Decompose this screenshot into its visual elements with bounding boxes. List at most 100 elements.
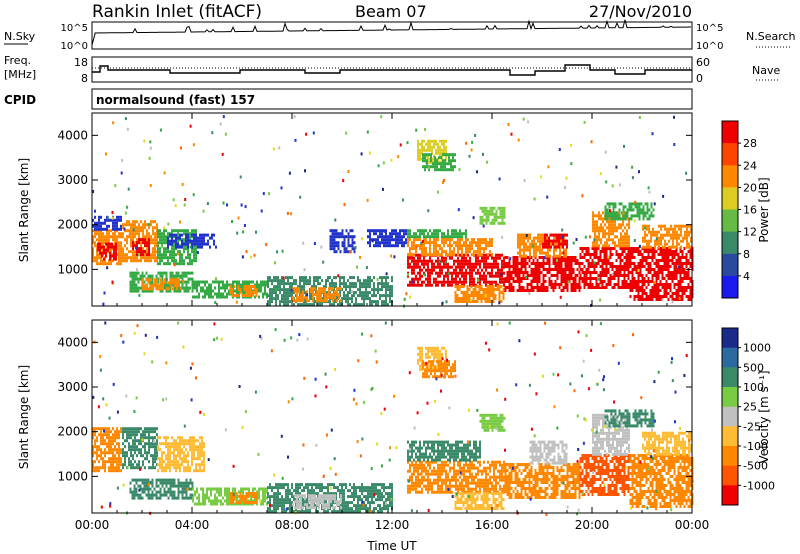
heatmap-cell xyxy=(559,295,562,299)
heatmap-cell xyxy=(124,463,126,467)
heatmap-cell xyxy=(411,268,413,272)
heatmap-cell xyxy=(469,244,471,248)
heatmap-cell xyxy=(677,268,680,271)
heatmap-cell xyxy=(556,283,559,286)
heatmap-cell xyxy=(463,241,465,245)
heatmap-cell xyxy=(299,303,301,307)
heatmap-cell xyxy=(675,262,678,265)
heatmap-cell xyxy=(527,245,529,249)
heatmap-cell xyxy=(433,265,435,269)
heatmap-cell xyxy=(273,297,275,301)
heatmap-cell xyxy=(606,208,609,212)
heatmap-cell xyxy=(142,284,144,288)
heatmap-cell xyxy=(651,277,654,280)
heatmap-cell xyxy=(102,262,104,266)
heatmap-cell xyxy=(409,256,411,260)
cpid-value: normalsound (fast) 157 xyxy=(96,93,255,107)
heatmap-cell xyxy=(665,253,668,256)
heatmap-cell xyxy=(128,250,130,254)
heatmap-cell xyxy=(338,293,340,297)
heatmap-cell xyxy=(137,280,140,284)
heatmap-cell xyxy=(594,226,596,230)
heatmap-cell xyxy=(627,262,630,265)
heatmap-cell xyxy=(605,259,608,262)
power-ylabel: Slant Range [km] xyxy=(17,158,31,262)
heatmap-cell xyxy=(519,248,521,252)
heatmap-cell xyxy=(116,460,118,464)
heatmap-cell xyxy=(397,232,399,236)
heatmap-cell xyxy=(425,142,427,146)
heatmap-cell xyxy=(122,223,124,227)
heatmap-cell xyxy=(120,451,122,455)
heatmap-cell xyxy=(665,292,668,295)
heatmap-cell xyxy=(154,232,156,236)
heatmap-cell xyxy=(642,211,645,215)
heatmap-cell xyxy=(134,229,136,233)
heatmap-cell xyxy=(291,282,293,286)
heatmap-cell xyxy=(267,294,269,298)
heatmap-cell xyxy=(300,299,302,303)
heatmap-cell xyxy=(430,156,432,160)
heatmap-cell xyxy=(564,186,567,189)
heatmap-cell xyxy=(594,235,596,239)
heatmap-cell xyxy=(444,168,446,172)
heatmap-cell xyxy=(98,445,100,449)
heatmap-cell xyxy=(617,280,620,283)
nsky-frame xyxy=(91,21,693,50)
heatmap-cell xyxy=(311,285,313,289)
heatmap-cell xyxy=(624,244,626,248)
heatmap-cell xyxy=(499,280,501,284)
heatmap-cell xyxy=(437,283,439,287)
heatmap-cell xyxy=(451,235,453,239)
heatmap-cell xyxy=(116,433,118,437)
heatmap-cell xyxy=(421,229,423,233)
heatmap-cell xyxy=(104,427,106,431)
heatmap-cell xyxy=(487,218,490,222)
heatmap-cell xyxy=(524,262,527,265)
heatmap-cell xyxy=(103,245,105,249)
heatmap-cell xyxy=(628,235,630,239)
heatmap-cell xyxy=(667,262,670,265)
heatmap-cell xyxy=(445,235,447,239)
heatmap-cell xyxy=(171,244,173,248)
heatmap-cell xyxy=(335,244,338,248)
heatmap-cell xyxy=(502,297,505,300)
heatmap-cell xyxy=(625,274,628,277)
heatmap-cell xyxy=(564,268,567,271)
heatmap-cell xyxy=(435,271,437,275)
heatmap-cell xyxy=(641,289,644,292)
heatmap-cell xyxy=(669,295,672,298)
heatmap-cell xyxy=(601,268,604,271)
heatmap-cell xyxy=(165,250,167,254)
heatmap-cell xyxy=(453,268,455,272)
heatmap-cell xyxy=(539,245,541,249)
heatmap-cell xyxy=(94,469,96,473)
heatmap-cell xyxy=(172,287,174,291)
heatmap-cell xyxy=(389,238,391,242)
heatmap-cell xyxy=(536,265,539,268)
heatmap-cell xyxy=(146,241,148,245)
heatmap-cell xyxy=(658,230,660,234)
heatmap-cell xyxy=(148,226,150,230)
heatmap-cell xyxy=(204,295,206,299)
heatmap-cell xyxy=(174,204,177,208)
heatmap-cell xyxy=(177,242,179,246)
heatmap-cell xyxy=(444,165,446,169)
heatmap-cell xyxy=(566,277,569,280)
heatmap-cell xyxy=(627,250,630,253)
heatmap-cell xyxy=(185,247,187,251)
heatmap-cell xyxy=(658,236,660,240)
heatmap-cell xyxy=(503,283,505,287)
heatmap-cell xyxy=(367,229,369,233)
heatmap-cell xyxy=(320,296,322,300)
heatmap-cell xyxy=(329,282,331,286)
heatmap-cell xyxy=(510,283,513,286)
heatmap-cell xyxy=(195,250,197,254)
heatmap-cell xyxy=(661,271,664,274)
heatmap-cell xyxy=(477,262,479,266)
heatmap-cell xyxy=(657,274,660,277)
heatmap-cell xyxy=(596,229,598,233)
heatmap-cell xyxy=(335,232,338,236)
heatmap-cell xyxy=(442,178,445,182)
heatmap-cell xyxy=(320,290,322,294)
